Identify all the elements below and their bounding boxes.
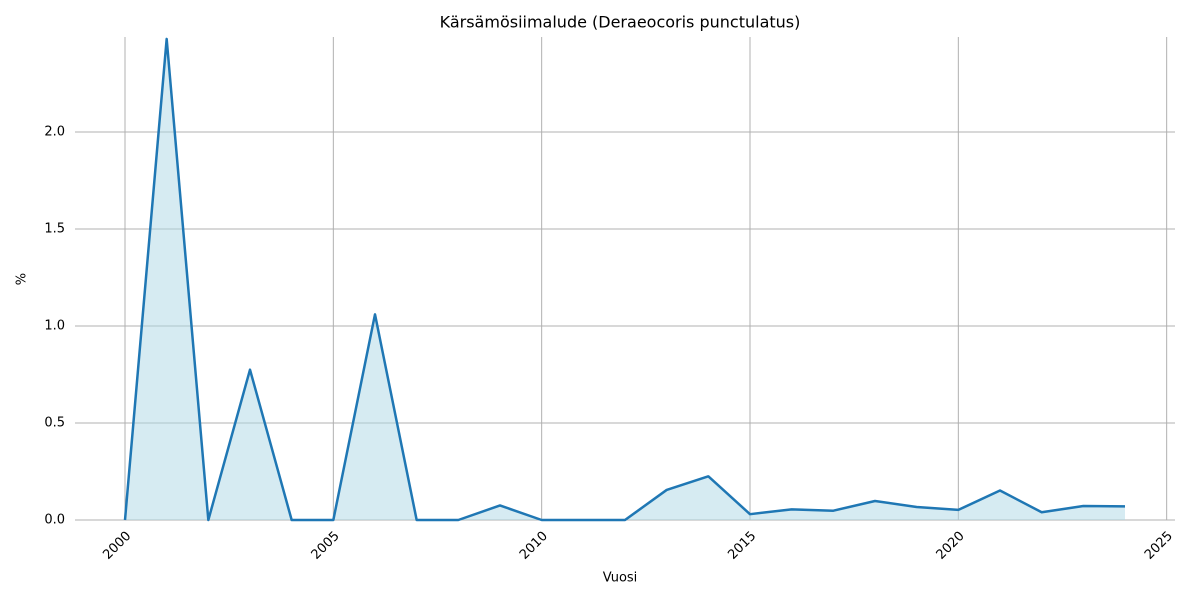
- x-tick-label: 2020: [934, 529, 968, 563]
- y-tick-label: 1.5: [44, 222, 65, 237]
- chart-title: Kärsämösiimalude (Deraeocoris punctulatu…: [440, 13, 801, 32]
- x-tick-label: 2010: [517, 529, 551, 563]
- x-tick-label: 2005: [309, 529, 343, 563]
- x-tick-label: 2025: [1142, 529, 1176, 563]
- y-tick-label: 0.0: [44, 513, 65, 528]
- line: [123, 37, 1126, 522]
- y-tick-label: 2.0: [44, 125, 65, 140]
- y-tick-label: 0.5: [44, 416, 65, 431]
- y-axis-label: %: [15, 273, 30, 285]
- x-axis-label: Vuosi: [603, 571, 638, 586]
- x-tick-label: 2015: [725, 529, 759, 563]
- y-tick-label: 1.0: [44, 319, 65, 334]
- x-tick-label: 2000: [100, 529, 134, 563]
- area: [125, 38, 1125, 520]
